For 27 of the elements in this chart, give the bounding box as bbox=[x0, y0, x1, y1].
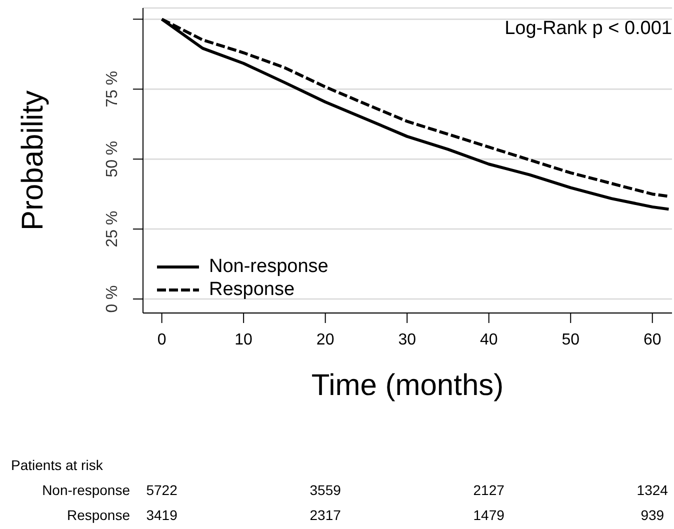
x-axis-title: Time (months) bbox=[311, 369, 504, 402]
x-tick-label: 50 bbox=[562, 331, 580, 348]
x-tick-label: 10 bbox=[234, 331, 253, 348]
legend-label: Response bbox=[209, 278, 295, 301]
y-tick-label: 25 % bbox=[104, 210, 121, 248]
text: 1324 bbox=[636, 482, 669, 498]
text: Non-response bbox=[42, 482, 130, 498]
text: 3559 bbox=[308, 482, 342, 498]
x-tick-label: 30 bbox=[398, 331, 416, 348]
y-axis-title: Probability bbox=[16, 90, 50, 231]
y-tick-label: 0 % bbox=[104, 285, 121, 313]
annotation: Log-Rank p < 0.001 bbox=[504, 18, 672, 40]
legend-label: Non-response bbox=[209, 255, 328, 278]
text: Patients at risk bbox=[11, 457, 103, 473]
text: 939 bbox=[640, 507, 666, 523]
text: Response bbox=[66, 507, 130, 523]
text: 2317 bbox=[308, 507, 342, 523]
text: 1479 bbox=[472, 507, 506, 523]
x-tick-label: 40 bbox=[480, 331, 498, 348]
x-tick-label: 20 bbox=[316, 331, 334, 348]
text: 5722 bbox=[145, 482, 178, 498]
text: 3419 bbox=[145, 507, 178, 523]
y-tick-label: 75 % bbox=[104, 70, 121, 108]
x-tick-label: 60 bbox=[643, 331, 662, 348]
x-tick-label: 0 bbox=[157, 331, 166, 348]
y-tick-label: 50 % bbox=[104, 140, 121, 178]
text: 2127 bbox=[472, 482, 506, 498]
